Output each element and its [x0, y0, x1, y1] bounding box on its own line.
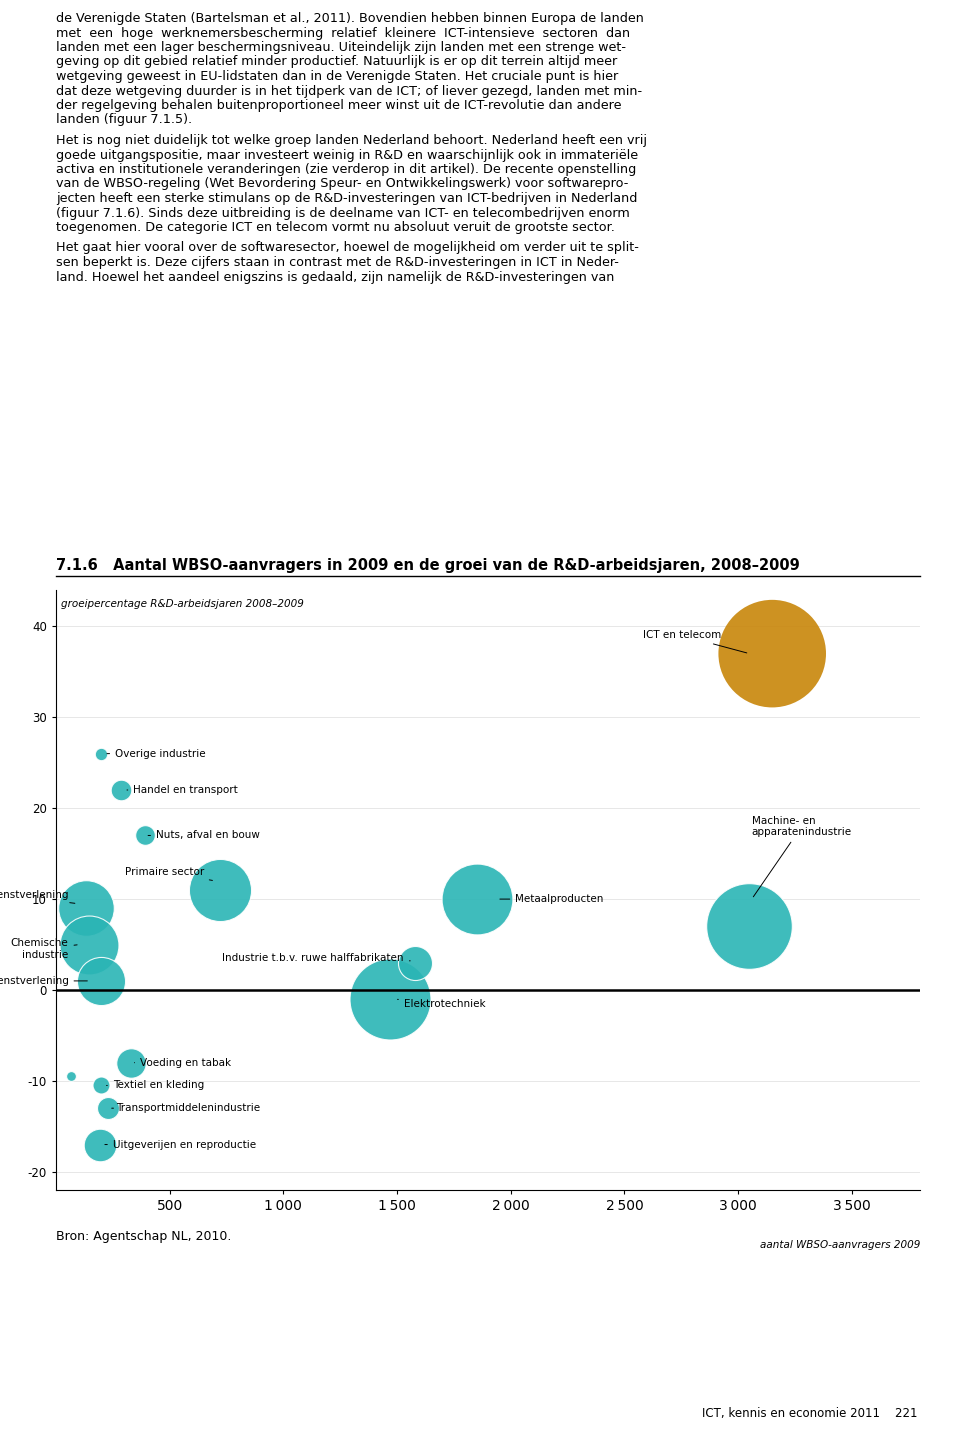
Text: Handel en transport: Handel en transport — [127, 784, 238, 795]
Text: activa en institutionele veranderingen (zie verderop in dit artikel). De recente: activa en institutionele veranderingen (… — [56, 163, 636, 176]
Text: met  een  hoge  werknemersbescherming  relatief  kleinere  ICT-intensieve  secto: met een hoge werknemersbescherming relat… — [56, 26, 630, 39]
Point — [93, 1133, 108, 1156]
Text: toegenomen. De categorie ICT en telecom vormt nu absoluut veruit de grootste sec: toegenomen. De categorie ICT en telecom … — [56, 221, 614, 234]
Text: Financiële dienstverlening: Financiële dienstverlening — [0, 976, 87, 986]
Point — [212, 878, 228, 901]
Text: der regelgeving behalen buitenproportioneel meer winst uit de ICT-revolutie dan : der regelgeving behalen buitenproportion… — [56, 99, 621, 112]
Point — [101, 1097, 116, 1120]
Text: dat deze wetgeving duurder is in het tijdperk van de ICT; of liever gezegd, land: dat deze wetgeving duurder is in het tij… — [56, 85, 642, 98]
Text: sen beperkt is. Deze cijfers staan in contrast met de R&D-investeringen in ICT i: sen beperkt is. Deze cijfers staan in co… — [56, 257, 619, 270]
Text: landen (figuur 7.1.5).: landen (figuur 7.1.5). — [56, 114, 192, 127]
Text: wetgeving geweest in EU-lidstaten dan in de Verenigde Staten. Het cruciale punt : wetgeving geweest in EU-lidstaten dan in… — [56, 71, 618, 84]
Text: ICT, kennis en economie 2011    221: ICT, kennis en economie 2011 221 — [703, 1407, 918, 1420]
Text: Het gaat hier vooral over de softwaresector, hoewel de mogelijkheid om verder ui: Het gaat hier vooral over de softwaresec… — [56, 241, 638, 254]
Text: Overige industrie: Overige industrie — [107, 748, 205, 758]
Point — [94, 743, 109, 766]
Text: Textiel en kleding: Textiel en kleding — [107, 1080, 204, 1090]
Text: jecten heeft een sterke stimulans op de R&D-investeringen van ICT-bedrijven in N: jecten heeft een sterke stimulans op de … — [56, 192, 637, 205]
Text: Industrie t.b.v. ruwe halffabrikaten: Industrie t.b.v. ruwe halffabrikaten — [223, 953, 410, 963]
Text: Metaalproducten: Metaalproducten — [500, 894, 604, 904]
Text: Transportmiddelenindustrie: Transportmiddelenindustrie — [111, 1103, 260, 1113]
Text: land. Hoewel het aandeel enigszins is gedaald, zijn namelijk de R&D-investeringe: land. Hoewel het aandeel enigszins is ge… — [56, 271, 614, 284]
Text: groeipercentage R&D-arbeidsjaren 2008–2009: groeipercentage R&D-arbeidsjaren 2008–20… — [60, 598, 303, 609]
Text: de Verenigde Staten (Bartelsman et al., 2011). Bovendien hebben binnen Europa de: de Verenigde Staten (Bartelsman et al., … — [56, 12, 644, 25]
Text: Bron: Agentschap NL, 2010.: Bron: Agentschap NL, 2010. — [56, 1230, 231, 1243]
Point — [94, 1074, 109, 1097]
Point — [63, 1064, 79, 1087]
Text: Machine- en
apparatenindustrie: Machine- en apparatenindustrie — [752, 816, 852, 897]
Point — [382, 988, 397, 1011]
Text: van de WBSO-regeling (Wet Bevordering Speur- en Ontwikkelingswerk) voor software: van de WBSO-regeling (Wet Bevordering Sp… — [56, 177, 629, 190]
Text: goede uitgangspositie, maar investeert weinig in R&D en waarschijnlijk ook in im: goede uitgangspositie, maar investeert w… — [56, 149, 638, 162]
Text: Chemische
industrie: Chemische industrie — [11, 939, 77, 960]
Text: Nuts, afval en bouw: Nuts, afval en bouw — [148, 831, 260, 841]
Point — [94, 969, 109, 992]
Point — [113, 779, 129, 802]
Text: Primaire sector: Primaire sector — [125, 867, 212, 881]
Text: 7.1.6   Aantal WBSO-aanvragers in 2009 en de groei van de R&D-arbeidsjaren, 2008: 7.1.6 Aantal WBSO-aanvragers in 2009 en … — [56, 558, 800, 572]
Point — [764, 642, 780, 665]
Text: Uitgeverijen en reproductie: Uitgeverijen en reproductie — [105, 1139, 256, 1149]
Text: Publieke dienstverlening: Publieke dienstverlening — [0, 890, 75, 903]
Text: landen met een lager beschermingsniveau. Uiteindelijk zijn landen met een streng: landen met een lager beschermingsniveau.… — [56, 40, 626, 53]
Point — [78, 897, 93, 920]
Text: aantal WBSO-aanvragers 2009: aantal WBSO-aanvragers 2009 — [759, 1240, 920, 1250]
Point — [408, 952, 423, 975]
Text: Het is nog niet duidelijk tot welke groep landen Nederland behoort. Nederland he: Het is nog niet duidelijk tot welke groe… — [56, 134, 647, 147]
Point — [82, 933, 97, 956]
Point — [123, 1051, 138, 1074]
Text: Voeding en tabak: Voeding en tabak — [134, 1058, 231, 1067]
Text: Elektrotechniek: Elektrotechniek — [397, 999, 486, 1008]
Text: geving op dit gebied relatief minder productief. Natuurlijk is er op dit terrein: geving op dit gebied relatief minder pro… — [56, 55, 617, 69]
Point — [742, 914, 757, 937]
Point — [468, 888, 484, 911]
Text: (figuur 7.1.6). Sinds deze uitbreiding is de deelname van ICT- en telecombedrijv: (figuur 7.1.6). Sinds deze uitbreiding i… — [56, 206, 630, 219]
Text: ICT en telecom: ICT en telecom — [642, 630, 747, 653]
Point — [137, 823, 153, 846]
